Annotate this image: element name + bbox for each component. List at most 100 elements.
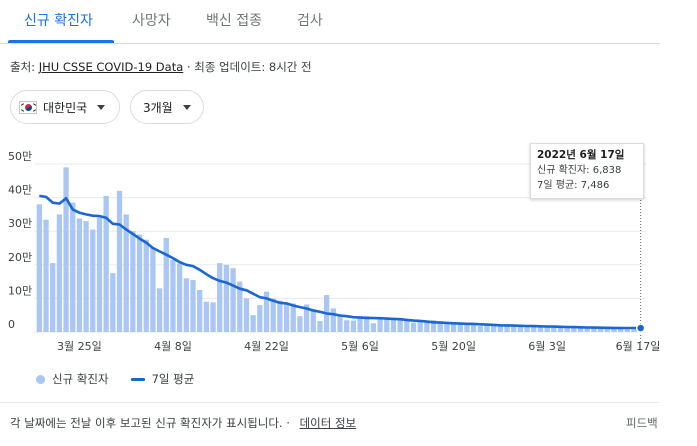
tab-tests[interactable]: 검사 — [297, 13, 323, 29]
y-tick-label: 10만 — [8, 284, 32, 297]
tooltip-date: 2022년 6월 17일 — [537, 149, 625, 161]
bar — [156, 288, 163, 332]
y-tick-label: 30만 — [8, 217, 32, 230]
bar-series-new-cases — [36, 167, 644, 332]
bar — [531, 325, 537, 332]
bar — [584, 327, 590, 332]
x-tick-label: 4월 8일 — [154, 339, 192, 353]
tab-deaths[interactable]: 사망자 — [132, 13, 171, 29]
bar — [243, 298, 250, 332]
bar — [557, 327, 564, 332]
bar — [591, 327, 597, 332]
tab-bar: 신규 확진자 사망자 백신 접종 검사 — [0, 0, 660, 44]
bar — [317, 320, 323, 332]
tooltip-cases: 신규 확진자: 6,838 — [537, 165, 622, 176]
bar — [56, 214, 63, 332]
bar — [270, 298, 276, 332]
bar — [430, 320, 437, 332]
country-dropdown[interactable]: 대한민국 — [10, 90, 120, 124]
bar — [524, 326, 530, 332]
bar — [350, 320, 357, 332]
bar — [344, 320, 350, 332]
bar — [504, 324, 510, 332]
bar — [450, 323, 457, 332]
bar — [410, 322, 417, 332]
bar — [103, 195, 109, 332]
bar — [357, 316, 363, 332]
bar — [417, 321, 423, 332]
bar — [457, 323, 463, 332]
bar — [130, 231, 136, 332]
chart-tooltip: 2022년 6월 17일 신규 확진자: 6,838 7일 평균: 7,486 — [530, 143, 644, 199]
y-tick-label: 40만 — [8, 184, 32, 197]
bar — [624, 328, 630, 332]
data-info-link[interactable]: 데이터 정보 — [299, 416, 357, 430]
bar — [470, 324, 477, 332]
bar — [437, 321, 443, 332]
bar — [136, 234, 143, 332]
bar — [491, 323, 497, 332]
bar — [297, 316, 303, 332]
source-link[interactable]: JHU CSSE COVID-19 Data — [38, 60, 184, 74]
footer-text: 각 날짜에는 전날 이후 보고된 신규 확진자가 표시됩니다. · — [10, 416, 290, 430]
x-tick-label: 4월 22일 — [244, 339, 289, 353]
bar — [116, 190, 123, 332]
bar — [197, 290, 203, 332]
bar — [517, 326, 524, 332]
bar — [571, 326, 577, 332]
source-prefix: 출처: — [10, 60, 36, 74]
y-tick-label: 20만 — [8, 251, 32, 264]
chart-legend: 신규 확진자 7일 평균 — [36, 371, 194, 387]
bar — [390, 319, 397, 332]
bar — [631, 329, 637, 332]
legend-bar-swatch — [36, 374, 45, 384]
legend-new-cases: 신규 확진자 — [52, 372, 109, 386]
bar — [36, 204, 42, 332]
x-tick-label: 5월 20일 — [431, 339, 476, 353]
footer-note: 각 날짜에는 전날 이후 보고된 신규 확진자가 표시됩니다. · 데이터 정보 — [10, 415, 356, 431]
bar — [163, 237, 169, 332]
bar — [123, 214, 129, 332]
tab-vaccinations[interactable]: 백신 접종 — [206, 13, 262, 29]
bar — [143, 239, 149, 332]
bar — [263, 291, 270, 332]
bar — [444, 322, 450, 332]
bar — [397, 320, 403, 332]
bar — [150, 248, 156, 332]
bar — [76, 218, 83, 332]
bar — [477, 325, 483, 332]
y-tick-label: 50만 — [8, 150, 32, 163]
tooltip-average: 7일 평균: 7,486 — [537, 180, 610, 191]
x-tick-label: 3월 25일 — [57, 339, 102, 353]
bar — [96, 217, 103, 332]
bar — [110, 273, 116, 332]
bar — [497, 324, 503, 332]
bar — [177, 263, 183, 332]
x-axis-labels: 3월 25일 4월 8일 4월 22일 5월 6일 5월 20일 6월 3일 6월 17일 — [57, 339, 660, 353]
bar — [577, 327, 584, 332]
bar — [50, 263, 56, 332]
range-dropdown[interactable]: 3개월 — [130, 90, 204, 124]
active-tab-indicator — [8, 40, 114, 43]
bar — [370, 323, 377, 332]
bar — [217, 263, 223, 332]
source-line: 출처: JHU CSSE COVID-19 Data · 최종 업데이트: 8시… — [10, 59, 312, 75]
bar — [290, 303, 296, 332]
bar — [611, 327, 617, 332]
bar — [384, 318, 390, 332]
chevron-down-icon — [182, 104, 191, 110]
tab-new-cases[interactable]: 신규 확진자 — [24, 13, 93, 29]
bar — [537, 326, 544, 332]
bar — [183, 278, 189, 332]
bar — [170, 259, 176, 332]
bar — [377, 317, 383, 332]
chevron-down-icon — [97, 104, 106, 110]
bar — [404, 320, 410, 332]
bar — [70, 202, 76, 332]
bar — [223, 264, 230, 332]
y-axis-labels: 0 10만 20만 30만 40만 50만 — [8, 150, 32, 331]
range-label: 3개월 — [143, 100, 173, 115]
cases-chart[interactable]: 0 10만 20만 30만 40만 50만 3월 25일 4월 8일 4월 22일 5월 6일 5… — [0, 140, 660, 362]
feedback-link[interactable]: 피드백 — [626, 416, 658, 430]
bar — [210, 302, 216, 332]
